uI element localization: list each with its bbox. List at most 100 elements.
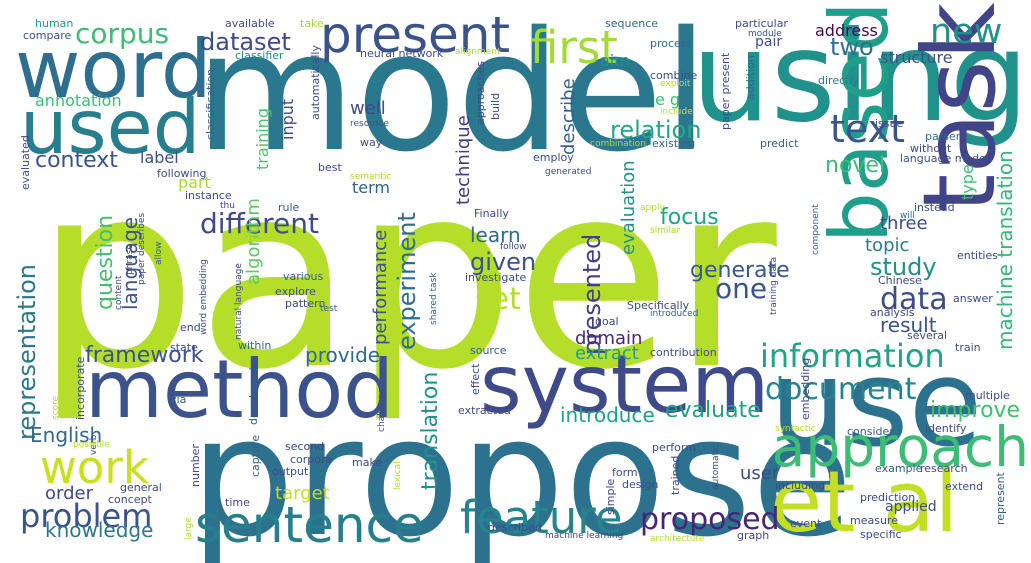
word-context: context [35, 148, 118, 173]
word-three: three [880, 213, 928, 234]
word-state: state [170, 341, 198, 354]
word-type: type [958, 164, 977, 200]
word-capture: capture [249, 434, 262, 477]
word-introduced: introduced [650, 309, 699, 319]
word-label: label [140, 148, 179, 167]
word-evaluate: evaluate [665, 398, 761, 423]
word-specific: specific [860, 528, 902, 541]
word-alignment: alignment [455, 47, 501, 57]
word-parser: parser [925, 130, 961, 143]
word-end: end [180, 321, 201, 334]
word-new: new [930, 12, 1003, 52]
word-user: user [740, 463, 780, 484]
word-allow: allow [154, 241, 164, 265]
word-employ: employ [533, 151, 574, 164]
word-source: source [470, 344, 507, 357]
word-design: design [622, 478, 659, 491]
word-compare: compare [23, 29, 72, 42]
word-represent: represent [994, 472, 1007, 525]
word-thu: thu [220, 201, 235, 211]
word-form: form [612, 466, 638, 479]
word-various: various [283, 270, 324, 283]
word-present: present [320, 6, 511, 64]
word-example: example [875, 462, 923, 475]
word-within: within [238, 339, 272, 352]
word-text: text [830, 107, 905, 151]
word-two: two [830, 33, 874, 61]
word-focus: focus [660, 205, 719, 230]
word-data: data [880, 282, 948, 317]
word-language-model: language model [900, 152, 989, 165]
word-model: model [195, 0, 709, 188]
word-propose: propose [190, 381, 854, 563]
word-dataset: dataset [200, 28, 291, 56]
word-existing: existing [652, 137, 696, 150]
word-explore: explore [275, 285, 316, 298]
word-describe: describe [558, 78, 579, 155]
word-relation: relation [610, 116, 702, 144]
word-investigate: investigate [465, 271, 527, 284]
word-term: term [352, 178, 390, 197]
word-extract: extract [575, 343, 639, 364]
word-simple: simple [604, 478, 617, 515]
word-approaches: approaches [474, 61, 487, 125]
word-best: best [318, 161, 342, 174]
word-score: score [51, 395, 61, 420]
word-specifically: Specifically [627, 299, 690, 312]
word-second: second [285, 440, 325, 453]
word-extracted: extracted [458, 404, 511, 417]
word-incorporate: incorporate [74, 356, 87, 420]
word-consider: consider [847, 425, 894, 438]
word-machine-learning: machine learning [545, 531, 624, 541]
word-introduce: introduce [560, 403, 655, 427]
word-candidate: candidate [232, 234, 277, 244]
word-improve: improve [930, 398, 1021, 423]
word-output: output [272, 465, 309, 478]
word-different: different [200, 207, 319, 240]
word-problem: problem [20, 497, 153, 535]
word-directly: directly [818, 74, 860, 87]
word-structure: structure [880, 48, 953, 67]
word-study: study [870, 253, 937, 281]
word-knowledge: knowledge [45, 518, 154, 542]
word-syntactic: syntactic [775, 424, 816, 434]
word-using: using [691, 5, 1029, 150]
word-identify: identify [925, 422, 967, 435]
word-time: time [225, 496, 250, 509]
word-pattern: pattern [285, 297, 326, 310]
word-work: work [40, 441, 149, 494]
word-result: result [880, 313, 937, 337]
word-perform: perform [652, 441, 696, 454]
word-way: way [360, 136, 383, 149]
word-learn: learn [470, 223, 521, 247]
word-prediction: prediction [860, 491, 916, 504]
word-measure: measure [850, 514, 898, 527]
word-concept: concept [108, 493, 152, 506]
word-will: will [900, 211, 915, 221]
word-experiment: experiment [393, 212, 421, 350]
word-particular: particular [735, 17, 788, 30]
word-proposed: proposed [640, 502, 780, 537]
word-without: without [910, 142, 952, 155]
word-module: module [748, 29, 782, 39]
word-train: train [955, 341, 981, 354]
word-sentence: sentence [195, 496, 424, 554]
word-document: document [765, 372, 917, 407]
word-annotation: annotation [35, 91, 122, 110]
word-possible: possible [73, 440, 110, 450]
word-embedding: embedding [799, 357, 812, 420]
word-content: content [114, 275, 124, 310]
word-one: one [715, 272, 768, 305]
word-developed: developed [247, 367, 260, 425]
word-paper-present: paper present [719, 52, 732, 130]
word-lexical: lexical [393, 461, 403, 490]
word-topic: topic [865, 235, 910, 256]
word-similar: similar [650, 226, 681, 236]
word-applied: applied [885, 499, 937, 515]
word-training: training [253, 108, 272, 170]
word-large: large [184, 517, 194, 540]
word-resource: resource [350, 119, 389, 129]
word-feature: feature [460, 491, 623, 544]
word-english: English [30, 423, 103, 447]
